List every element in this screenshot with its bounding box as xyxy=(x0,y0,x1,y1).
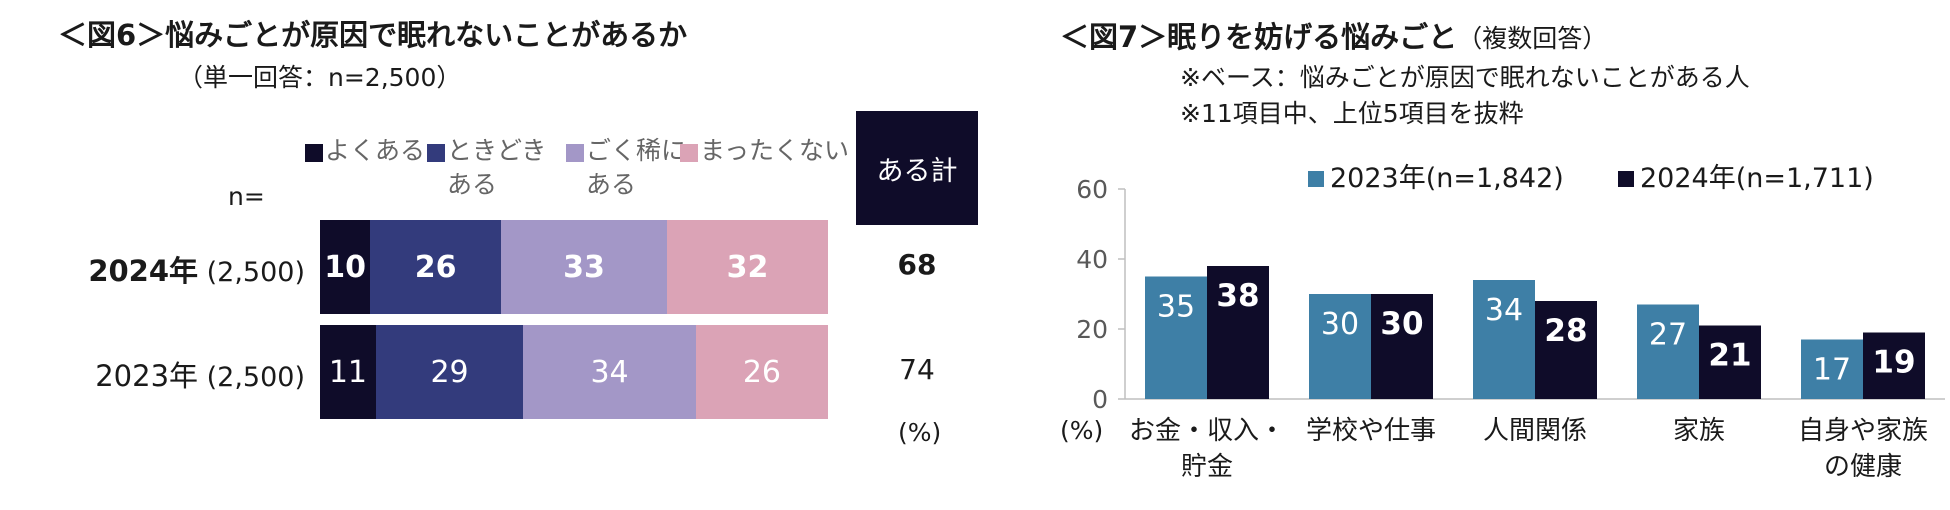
legend-label: よくある xyxy=(325,134,425,168)
bar-value-label: 19 xyxy=(1872,345,1915,381)
bar xyxy=(1207,266,1269,399)
bar-value-label: 38 xyxy=(1216,278,1259,314)
fig7-title: ＜図7＞眠りを妨げる悩みごと（複数回答） xyxy=(1060,14,1607,56)
bar-value-label: 34 xyxy=(1485,293,1523,328)
row-n: (2,500) xyxy=(198,257,305,288)
bar-value-label: 30 xyxy=(1380,306,1423,342)
bar-value-label: 27 xyxy=(1649,318,1687,353)
stacked-bar-segment: 10 xyxy=(320,220,371,314)
row-label: 2023年 (2,500) xyxy=(95,353,305,395)
x-tick-label: 学校や仕事 xyxy=(1306,416,1436,446)
bar xyxy=(1473,280,1535,399)
bar xyxy=(1309,294,1371,399)
x-tick-label: お金・収入・ xyxy=(1129,416,1285,446)
fig7-title-note: （複数回答） xyxy=(1457,24,1608,53)
stacked-bar-segment: 32 xyxy=(667,220,828,314)
fig7-note-1: ※ベース：悩みごとが原因で眠れないことがある人 xyxy=(1180,63,1750,92)
bar xyxy=(1863,332,1925,399)
stacked-bar-segment: 26 xyxy=(370,220,502,314)
legend-label-line: まったくない xyxy=(700,136,850,165)
legend-swatch xyxy=(1618,171,1634,187)
row-label: 2024年 (2,500) xyxy=(88,248,305,290)
x-tick-label: 自身や家族 xyxy=(1798,416,1928,446)
legend-label: 2023年(n=1,842) xyxy=(1330,163,1564,194)
legend-swatch xyxy=(680,144,698,162)
y-tick-label: 20 xyxy=(1076,315,1108,344)
legend-label-line: ときどき xyxy=(447,136,547,165)
percent-unit: (%) xyxy=(898,418,942,447)
row-total: 74 xyxy=(899,353,935,386)
total-header: ある計 xyxy=(856,111,978,225)
bar xyxy=(1801,339,1863,399)
stacked-bar-segment: 29 xyxy=(375,325,524,419)
n-header: n= xyxy=(228,182,265,211)
fig6-title: ＜図6＞悩みごとが原因で眠れないことがあるか xyxy=(58,18,688,52)
y-tick-label: 40 xyxy=(1076,245,1108,274)
legend-label: ときどき ある xyxy=(447,134,546,202)
fig6-subtitle: （単一回答：n=2,500） xyxy=(178,63,462,92)
legend-swatch xyxy=(305,144,323,162)
stacked-bar-segment: 26 xyxy=(695,325,828,419)
legend-label: まったくない xyxy=(700,134,849,168)
fig7-note-2: ※11項目中、上位5項目を抜粋 xyxy=(1180,99,1524,128)
legend-label-line: ある xyxy=(586,170,637,199)
legend-label: ごく稀に ある xyxy=(586,134,686,202)
bar xyxy=(1699,325,1761,399)
stacked-bar-segment: 33 xyxy=(501,220,668,314)
fig7-bar-chart: 0 20 40 60 (%) 35 38 お金・収入・貯金 30 30 学校や仕事 34 28 人間関係 2… xyxy=(1060,163,1945,482)
bar-value-label: 21 xyxy=(1708,338,1751,374)
y-tick-label: 0 xyxy=(1092,385,1108,414)
legend-label-line: よくある xyxy=(325,136,426,165)
bar xyxy=(1535,301,1597,399)
y-tick-label: 60 xyxy=(1076,175,1108,204)
bar xyxy=(1145,276,1207,399)
x-tick-label: 家族 xyxy=(1673,416,1725,446)
y-axis-unit: (%) xyxy=(1060,416,1103,445)
bar-value-label: 30 xyxy=(1321,307,1359,342)
x-tick-label: 貯金 xyxy=(1181,452,1233,482)
stacked-bar-segment: 34 xyxy=(523,325,696,419)
bar-value-label: 17 xyxy=(1813,353,1851,388)
legend-swatch xyxy=(566,144,584,162)
row-year: 2024年 xyxy=(88,254,199,288)
x-tick-label: 人間関係 xyxy=(1483,416,1587,446)
x-tick-label: の健康 xyxy=(1824,452,1902,482)
bar-value-label: 35 xyxy=(1157,290,1195,325)
legend-label-line: ある xyxy=(447,170,498,199)
bar xyxy=(1371,294,1433,399)
legend-swatch xyxy=(1308,171,1324,187)
bar xyxy=(1637,304,1699,399)
legend-label-line: ごく稀に xyxy=(586,136,687,165)
row-year: 2023年 xyxy=(95,359,199,393)
legend-label: 2024年(n=1,711) xyxy=(1640,163,1874,194)
row-n: (2,500) xyxy=(198,362,305,393)
legend-swatch xyxy=(427,144,445,162)
stacked-bar-segment: 11 xyxy=(320,325,376,419)
fig7-title-main: ＜図7＞眠りを妨げる悩みごと xyxy=(1060,20,1458,54)
bar-value-label: 28 xyxy=(1544,313,1587,349)
row-total: 68 xyxy=(897,248,937,281)
